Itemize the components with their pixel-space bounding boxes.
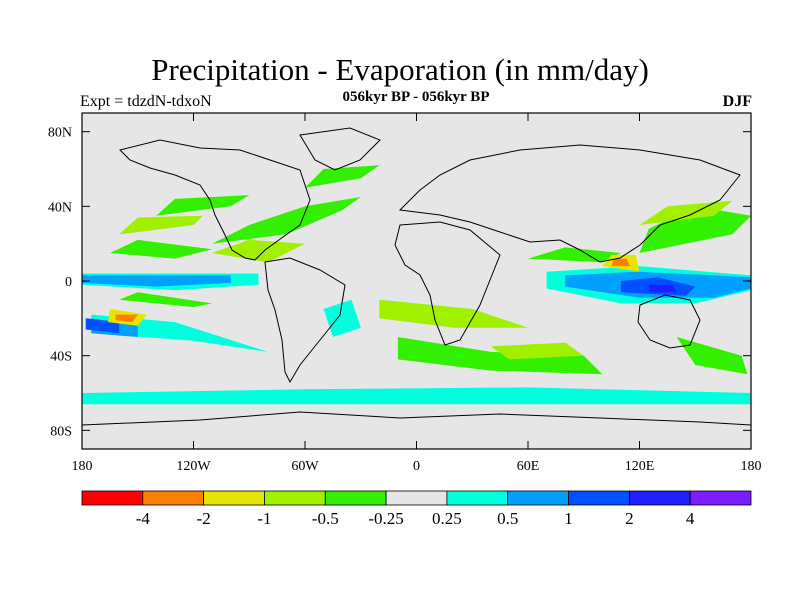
colorbar-swatch — [203, 490, 265, 506]
coastline-australia — [637, 294, 701, 349]
coastline-greenland — [299, 127, 381, 171]
experiment-label: Expt = tdzdN-tdxoN — [80, 93, 212, 110]
field-region — [156, 195, 250, 216]
colorbar-swatch — [507, 490, 569, 506]
field-region — [305, 165, 380, 188]
colorbar-label: 0.25 — [432, 509, 462, 528]
x-tick-label: 0 — [413, 459, 420, 474]
field-region — [212, 197, 361, 244]
x-tick-label: 180 — [72, 459, 93, 474]
coastline-antarctica — [82, 411, 751, 426]
colorbar-label: 2 — [625, 509, 634, 528]
field-region — [115, 314, 138, 323]
field-region — [82, 131, 751, 225]
field-region — [82, 275, 231, 287]
colorbar-label: 1 — [564, 509, 573, 528]
y-tick-label: 80N — [48, 126, 72, 141]
x-tick-label: 60W — [291, 459, 319, 474]
colorbar-label: -2 — [197, 509, 211, 528]
colorbar-swatch — [81, 490, 144, 506]
colorbar-swatch — [689, 490, 752, 506]
field-region — [82, 387, 751, 405]
colorbar-label: -4 — [136, 509, 151, 528]
colorbar-swatch — [324, 490, 387, 506]
figure-title: Precipitation - Evaporation (in mm/day) — [151, 52, 649, 87]
colorbar-swatch — [568, 490, 630, 506]
field-region — [323, 299, 361, 337]
colorbar-swatch — [446, 490, 509, 506]
x-tick-label: 180 — [741, 459, 762, 474]
field-region — [397, 337, 603, 375]
field-region — [648, 284, 677, 293]
colorbar-label: -0.5 — [312, 509, 339, 528]
field-region — [490, 342, 584, 360]
field-layer — [82, 131, 751, 412]
colorbar-swatch — [142, 490, 205, 506]
y-tick-label: 40N — [48, 200, 72, 215]
field-region — [212, 239, 305, 263]
field-region — [379, 299, 528, 328]
colorbar-swatch — [628, 490, 691, 506]
field-region — [119, 292, 213, 308]
coastline-north-america — [119, 139, 311, 261]
field-region — [639, 200, 733, 225]
coastline-layer — [82, 127, 751, 426]
x-tick-label: 120E — [625, 459, 655, 474]
coastline-africa — [394, 221, 501, 346]
field-region — [119, 215, 203, 235]
colorbar-label: 0.5 — [497, 509, 518, 528]
coastline-south-america — [264, 257, 346, 384]
x-tick-label: 120W — [176, 459, 211, 474]
y-tick-label: 40S — [50, 350, 72, 365]
colorbar-label: -0.25 — [368, 509, 403, 528]
colorbar: -4 -2 -1 -0.5 -0.25 0.25 0.5 1 2 4 — [81, 490, 752, 528]
y-tick-label: 0 — [65, 275, 72, 290]
axis-layer: 180 120W 60W 0 60E 120E 180 80N 40N 0 40S 80S — [48, 113, 762, 474]
field-region — [676, 337, 748, 375]
field-region — [611, 258, 631, 267]
figure-subtitle: 056kyr BP - 056kyr BP — [342, 89, 490, 105]
coastline-europe-asia — [398, 144, 741, 263]
field-region — [528, 247, 621, 263]
y-tick-label: 80S — [50, 424, 72, 439]
x-tick-label: 60E — [517, 459, 540, 474]
field-region — [639, 206, 751, 253]
colorbar-swatch — [264, 490, 326, 506]
field-region — [109, 239, 213, 259]
colorbar-label: 4 — [686, 509, 695, 528]
season-label: DJF — [722, 93, 752, 110]
colorbar-label: -1 — [257, 509, 271, 528]
colorbar-swatch — [385, 490, 448, 506]
